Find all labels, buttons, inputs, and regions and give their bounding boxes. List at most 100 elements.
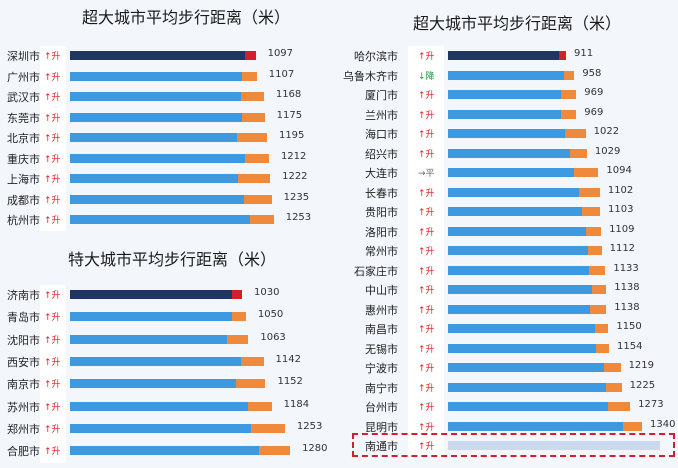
category-label: 绍兴市 — [365, 147, 398, 161]
data-label: 1175 — [276, 109, 303, 121]
data-label: 1029 — [594, 145, 621, 157]
bar-segment-increase — [561, 109, 577, 119]
bar — [448, 90, 577, 99]
category-label: 苏州市 — [7, 400, 40, 414]
trend-label: ↑升 — [418, 149, 435, 160]
bar-segment-increase — [561, 90, 577, 99]
bar-segment-increase — [608, 402, 631, 411]
bar — [448, 207, 600, 216]
trend-label: ↑升 — [418, 286, 435, 296]
category-label: 成都市 — [7, 193, 40, 207]
trend-label: ↑升 — [418, 52, 435, 62]
bar-segment-increase — [241, 71, 257, 81]
bar-segment-base — [448, 226, 587, 236]
trend-label: ↑升 — [418, 91, 435, 101]
category-label: 西安市 — [7, 355, 40, 369]
bar-segment-base — [70, 215, 250, 224]
trend-label: ↑升 — [44, 402, 61, 413]
bar — [70, 133, 267, 142]
bar-segment-base — [448, 51, 559, 60]
bar — [448, 109, 577, 119]
data-label: 1063 — [260, 331, 286, 343]
data-label: 1142 — [275, 353, 301, 365]
category-label: 沈阳市 — [7, 333, 40, 347]
trend-label: ↑升 — [44, 357, 61, 368]
trend-label: ↑升 — [418, 130, 435, 140]
category-label: 无锡市 — [365, 342, 398, 356]
data-label: 1103 — [608, 204, 634, 215]
bar-segment-increase — [236, 379, 266, 389]
bar-segment-base — [70, 379, 237, 389]
trend-label: ↑升 — [44, 447, 61, 458]
trend-label: ↑升 — [44, 313, 61, 324]
bar-segment-increase — [582, 207, 600, 216]
data-label: 1340 — [650, 418, 676, 430]
data-label: 1152 — [277, 376, 303, 388]
bar-segment-increase — [241, 112, 265, 122]
bar-segment-increase — [238, 174, 271, 183]
bar — [70, 51, 256, 60]
bar-segment-increase — [596, 343, 610, 353]
bar — [70, 401, 272, 411]
data-label: 1168 — [275, 89, 302, 100]
bar-segment-increase — [250, 423, 285, 433]
data-label: 1219 — [628, 360, 655, 371]
data-label: 969 — [584, 87, 604, 98]
data-label: 1235 — [283, 191, 310, 203]
bar-segment-increase — [587, 246, 602, 255]
bar-segment-increase — [574, 168, 599, 177]
category-label: 海口市 — [365, 128, 398, 141]
trend-label: ↑升 — [44, 72, 61, 83]
bar — [448, 246, 602, 255]
category-label: 石家庄市 — [354, 264, 398, 278]
trend-label: ↑升 — [44, 291, 61, 301]
bar — [448, 304, 607, 314]
bar-segment-increase — [564, 70, 575, 80]
category-label: 惠州市 — [365, 303, 398, 317]
bar-segment-base — [448, 324, 596, 333]
trend-label: ↑升 — [418, 247, 435, 257]
category-label: 南京市 — [7, 378, 40, 392]
bar-segment-base — [448, 70, 565, 80]
category-label: 南通市 — [365, 440, 398, 453]
trend-column — [40, 285, 66, 464]
bar — [70, 174, 271, 183]
category-label: 台州市 — [365, 401, 398, 414]
category-label: 深圳市 — [7, 50, 40, 63]
trend-label: ↑升 — [418, 227, 435, 238]
data-label: 1154 — [617, 340, 643, 352]
trend-label: ↑升 — [418, 188, 435, 199]
data-label: 1109 — [609, 223, 635, 235]
bar-segment-base — [70, 423, 251, 433]
bar-segment-base — [448, 265, 590, 275]
bar-segment-base — [448, 402, 609, 411]
trend-label: →平 — [418, 169, 435, 179]
category-label: 武汉市 — [7, 91, 40, 104]
bar — [448, 168, 599, 177]
data-label: 1097 — [267, 48, 294, 59]
data-label: 1112 — [609, 243, 636, 254]
bar — [448, 402, 631, 411]
bar — [70, 194, 272, 204]
bar-segment-base — [448, 382, 606, 392]
bar-segment-base — [70, 401, 248, 411]
data-label: 1050 — [257, 309, 284, 321]
bar-segment-increase — [240, 356, 264, 366]
category-label: 中山市 — [365, 284, 398, 297]
trend-label: ↑升 — [44, 216, 61, 226]
bar-segment-base — [448, 246, 588, 255]
bar — [448, 187, 600, 197]
bar-segment-increase — [244, 51, 256, 60]
trend-label: ↑升 — [44, 113, 61, 124]
bar-segment-increase — [227, 334, 249, 344]
category-label: 重庆市 — [7, 152, 40, 166]
bar — [448, 285, 607, 294]
trend-label: ↑升 — [418, 110, 435, 121]
bar-segment-base — [70, 446, 260, 456]
trend-label: ↑升 — [44, 380, 61, 391]
trend-label: ↑升 — [418, 364, 435, 374]
chart-title: 特大城市平均步行距离（米） — [68, 250, 277, 269]
data-label: 911 — [574, 48, 594, 59]
bar-segment-base — [448, 285, 593, 294]
category-label: 南昌市 — [365, 323, 398, 336]
